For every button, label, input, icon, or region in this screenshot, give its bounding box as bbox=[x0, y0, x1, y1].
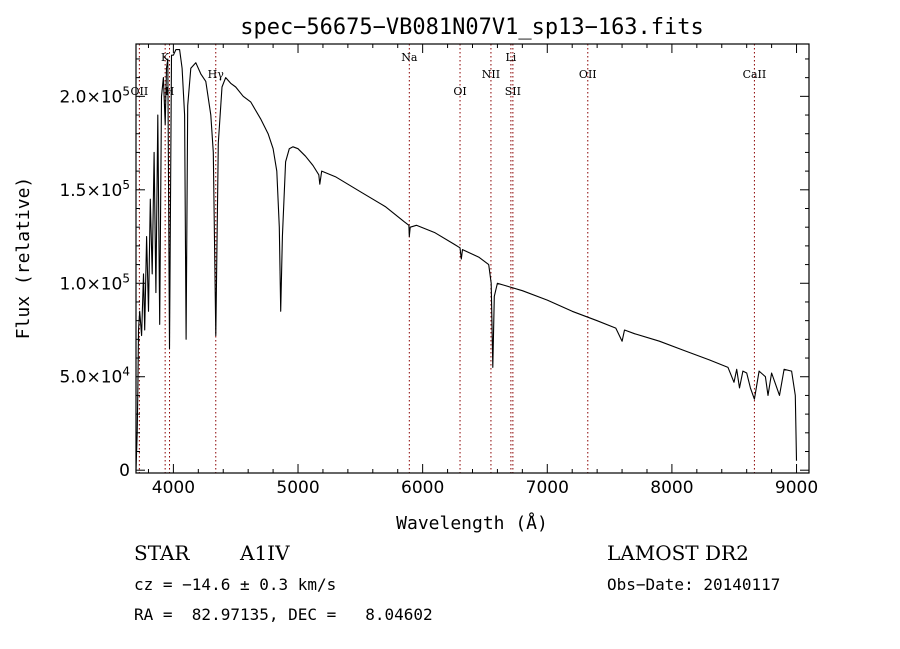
x-axis-ticks: 4000 5000 6000 7000 8000 9000 bbox=[147, 44, 818, 498]
marker-label-1: K bbox=[161, 51, 170, 64]
redshift-velocity: cz = −14.6 ± 0.3 km/s bbox=[134, 575, 336, 594]
marker-label-0: OII bbox=[131, 85, 149, 98]
x-axis-label: Wavelength (Å) bbox=[396, 512, 548, 534]
y-tick-label-3: 1.5×105 bbox=[59, 178, 130, 201]
object-type: STAR bbox=[134, 541, 190, 565]
marker-label-8: SII bbox=[505, 85, 521, 98]
marker-label-4: Na bbox=[401, 51, 418, 64]
object-subclass: A1IV bbox=[239, 541, 290, 565]
spectrum-series-line bbox=[135, 49, 798, 471]
x-tick-label-5: 9000 bbox=[775, 478, 818, 498]
y-tick-label-2: 1.0×105 bbox=[59, 271, 130, 294]
marker-label-3: Hγ bbox=[208, 68, 225, 81]
y-axis-label: Flux (relative) bbox=[13, 177, 34, 340]
y-tick-label-1: 5.0×104 bbox=[59, 365, 130, 388]
x-tick-label-2: 6000 bbox=[401, 478, 444, 498]
marker-label-10: CaII bbox=[743, 68, 767, 81]
x-tick-label-1: 5000 bbox=[276, 478, 319, 498]
x-tick-label-4: 8000 bbox=[650, 478, 693, 498]
y-tick-label-0: 0 bbox=[119, 461, 130, 481]
survey-name: LAMOST DR2 bbox=[607, 541, 749, 565]
emission-line-markers bbox=[138, 44, 755, 473]
chart-title: spec−56675−VB081N07V1_sp13−163.fits bbox=[240, 15, 704, 40]
emission-line-labels: OII K H Hγ Na OI NII Li SII OII CaII bbox=[131, 51, 767, 98]
marker-label-6: NII bbox=[482, 68, 500, 81]
x-tick-label-0: 4000 bbox=[152, 478, 195, 498]
marker-label-5: OI bbox=[453, 85, 466, 98]
observation-date: Obs−Date: 20140117 bbox=[607, 575, 780, 594]
marker-label-7: Li bbox=[505, 51, 516, 64]
y-axis-ticks: 0 5.0×104 1.0×105 1.5×105 2.0×105 bbox=[59, 58, 809, 481]
x-tick-label-3: 7000 bbox=[526, 478, 569, 498]
marker-label-9: OII bbox=[579, 68, 597, 81]
sky-coordinates: RA = 82.97135, DEC = 8.04602 bbox=[134, 605, 433, 624]
y-tick-label-4: 2.0×105 bbox=[59, 84, 130, 107]
marker-label-2: H bbox=[165, 85, 175, 98]
